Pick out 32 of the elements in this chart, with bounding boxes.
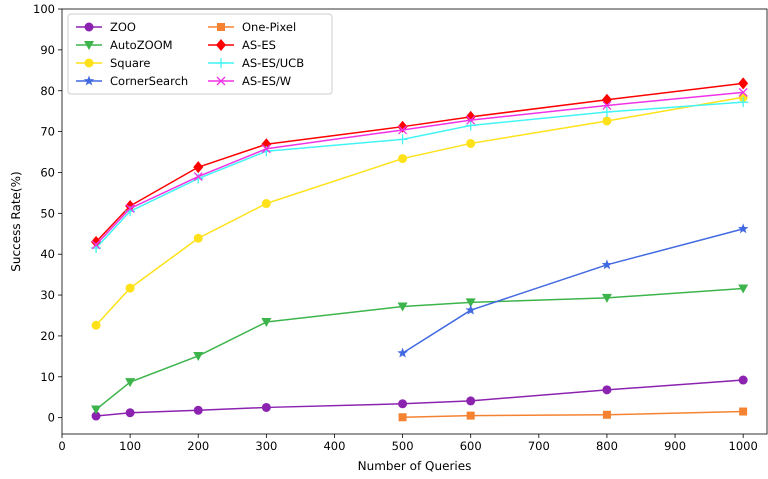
- x-tick-label: 400: [323, 439, 346, 453]
- legend-label: AS-ES/UCB: [242, 56, 304, 70]
- x-tick-label: 500: [392, 439, 414, 453]
- x-tick-label: 300: [255, 439, 278, 453]
- x-tick-label: 0: [58, 439, 66, 453]
- y-tick-label: 90: [40, 42, 55, 57]
- y-tick-label: 80: [40, 84, 55, 98]
- x-tick-label: 800: [596, 439, 618, 453]
- legend-label: AutoZOOM: [110, 38, 173, 52]
- y-tick-label: 70: [40, 124, 55, 139]
- x-axis-title: Number of Queries: [358, 459, 472, 473]
- y-axis-title: Success Rate(%): [9, 171, 23, 272]
- x-tick-label: 600: [460, 439, 482, 453]
- legend-label: CornerSearch: [110, 74, 188, 88]
- legend-label: AS-ES/W: [242, 74, 292, 88]
- legend-label: One-Pixel: [242, 20, 296, 34]
- x-tick-label: 200: [187, 439, 210, 453]
- legend-label: Square: [110, 56, 150, 70]
- y-tick-label: 60: [40, 165, 55, 180]
- y-tick-label: 50: [40, 206, 55, 220]
- x-tick-label: 100: [119, 439, 142, 453]
- y-tick-label: 20: [40, 328, 55, 343]
- x-tick-label: 900: [664, 439, 686, 453]
- x-tick-label: 1000: [728, 439, 758, 453]
- y-tick-label: 100: [33, 2, 55, 16]
- x-tick-label: 700: [528, 439, 550, 453]
- y-tick-label: 30: [40, 288, 55, 302]
- legend-label: ZOO: [110, 20, 136, 34]
- y-tick-label: 10: [40, 370, 55, 384]
- legend-label: AS-ES: [242, 38, 276, 52]
- y-tick-label: 40: [40, 247, 55, 262]
- y-tick-label: 0: [48, 410, 55, 425]
